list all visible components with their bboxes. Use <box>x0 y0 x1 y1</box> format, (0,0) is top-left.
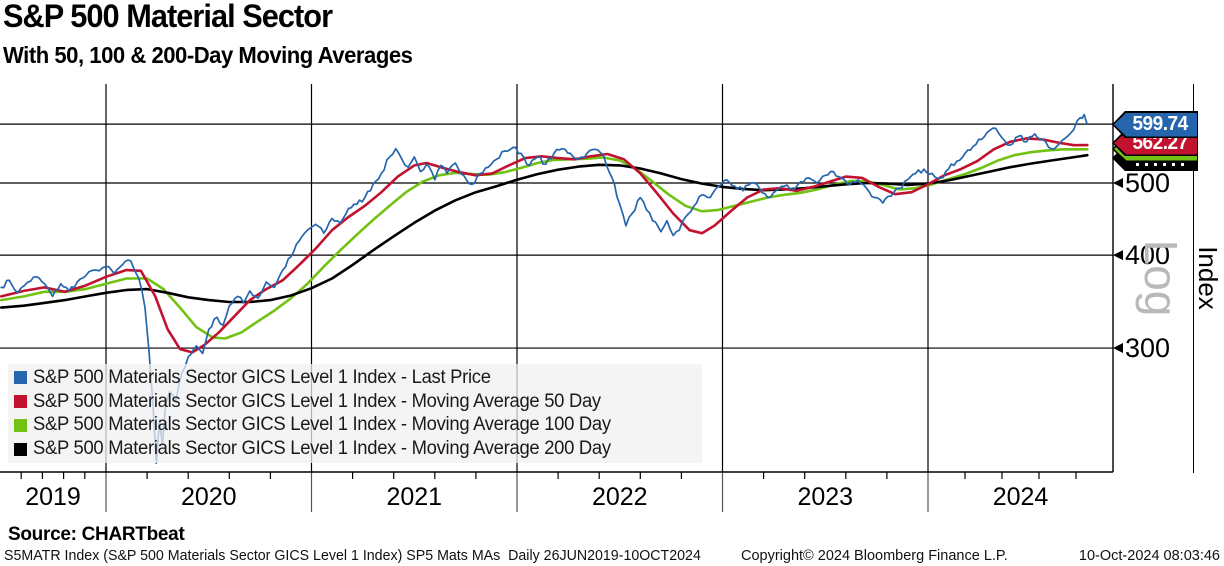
y-tick-arrow-300 <box>1113 343 1123 354</box>
ma100-line <box>0 148 1089 340</box>
x-axis-label-2023: 2023 <box>797 483 853 511</box>
x-axis-label-2024: 2024 <box>993 483 1049 511</box>
source-label: Source: CHARTbeat <box>8 524 185 545</box>
ma50-swatch <box>14 395 27 409</box>
y-axis-title: Index <box>1193 246 1223 310</box>
x-axis-label-2021: 2021 <box>386 483 442 511</box>
legend-item-ma50[interactable]: S&P 500 Materials Sector GICS Level 1 In… <box>8 390 702 413</box>
x-axis-label-2019: 2019 <box>25 483 81 511</box>
last-price-swatch <box>14 371 27 385</box>
y-tick-arrow-500 <box>1113 178 1123 188</box>
last-price-flag-border: 599.74 <box>1112 111 1198 138</box>
x-axis-label-2022: 2022 <box>592 483 648 511</box>
page-title: S&P 500 Material Sector <box>3 0 333 34</box>
legend-item-last-price[interactable]: S&P 500 Materials Sector GICS Level 1 In… <box>8 366 702 389</box>
price-flag-last: 599.74 <box>1112 111 1198 138</box>
legend-label: S&P 500 Materials Sector GICS Level 1 In… <box>33 366 491 388</box>
ma100-swatch <box>14 418 27 432</box>
x-axis-label-2020: 2020 <box>181 483 237 511</box>
footer-timestamp: 10-Oct-2024 08:03:46 <box>1078 548 1220 564</box>
ma200-flag-clipped-digits <box>1136 163 1188 166</box>
footer-description: S5MATR Index (S&P 500 Materials Sector G… <box>4 548 701 564</box>
log-scale-label: Log <box>1135 239 1187 317</box>
footer-copyright: Copyright© 2024 Bloomberg Finance L.P. <box>741 548 1008 564</box>
y-axis-label-300: 300 <box>1125 333 1170 363</box>
page-subtitle: With 50, 100 & 200-Day Moving Averages <box>3 42 413 68</box>
y-axis-label-500: 500 <box>1125 168 1170 198</box>
legend-item-ma100[interactable]: S&P 500 Materials Sector GICS Level 1 In… <box>8 414 702 437</box>
ma200-line <box>0 153 1089 309</box>
right-margin-divider <box>1193 84 1194 473</box>
legend-item-ma200[interactable]: S&P 500 Materials Sector GICS Level 1 In… <box>8 438 702 461</box>
last-price-flag-shape: 599.74 <box>1114 112 1197 137</box>
legend: S&P 500 Materials Sector GICS Level 1 In… <box>8 364 702 463</box>
last-price-value: 599.74 <box>1132 113 1189 135</box>
legend-label: S&P 500 Materials Sector GICS Level 1 In… <box>33 414 611 436</box>
ma200-swatch <box>14 442 27 456</box>
y-tick-arrow-400 <box>1113 250 1123 261</box>
legend-label: S&P 500 Materials Sector GICS Level 1 In… <box>33 438 611 460</box>
ma50-line <box>0 137 1089 354</box>
legend-label: S&P 500 Materials Sector GICS Level 1 In… <box>33 390 601 412</box>
y-axis-label-400: 400 <box>1125 240 1170 270</box>
